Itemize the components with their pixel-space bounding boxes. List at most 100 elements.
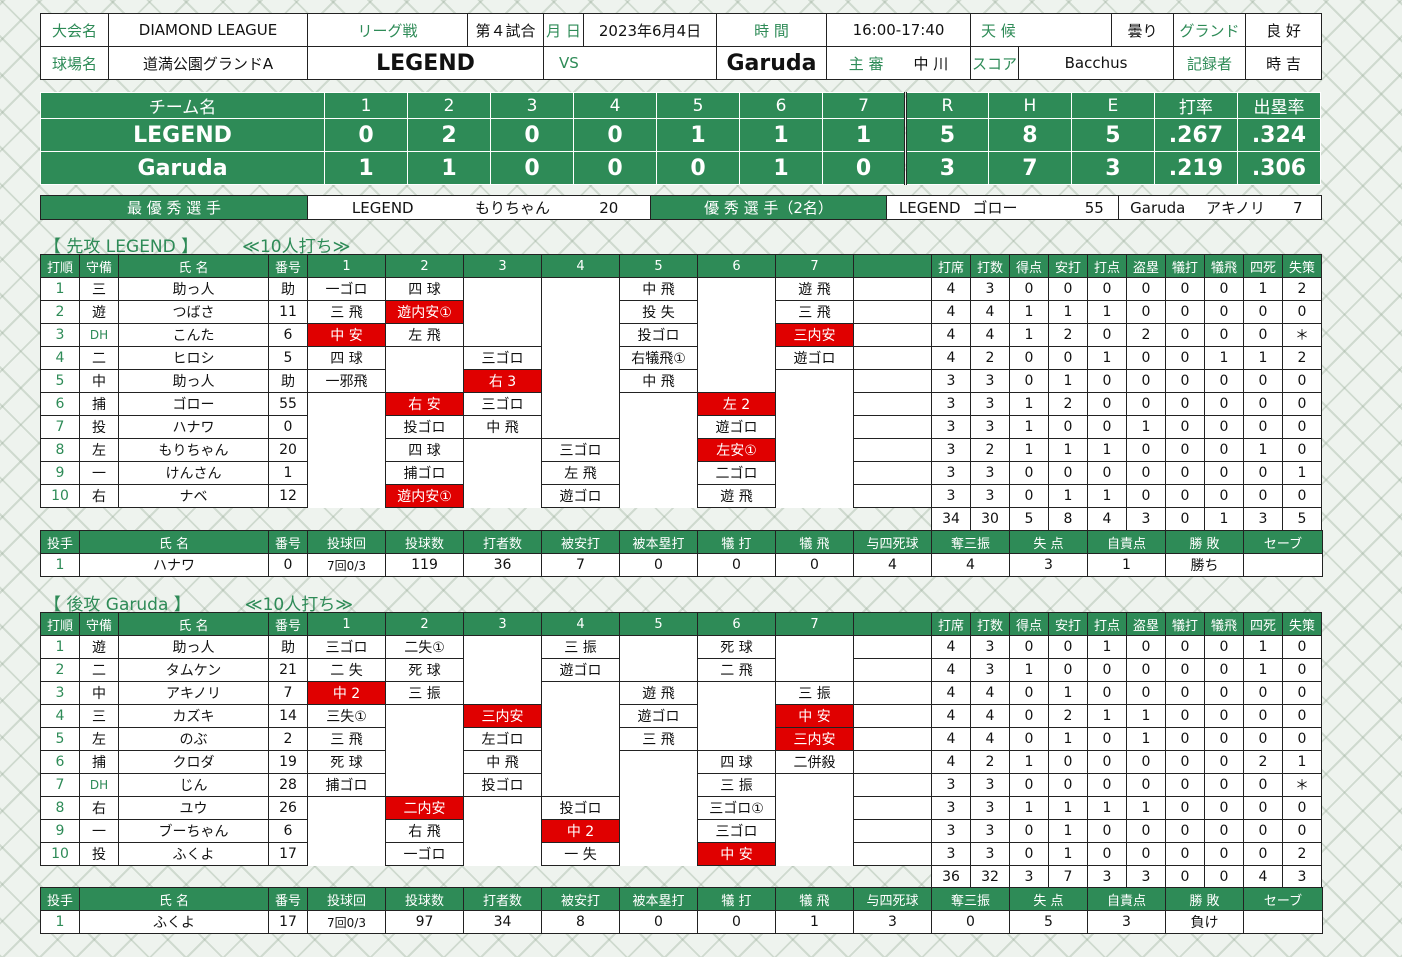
at-bat-cell: 三内安 [775, 323, 854, 347]
pitcher-stat: 36 [463, 553, 542, 577]
at-bat-cell [775, 658, 854, 682]
stat-pa: 4 [931, 346, 971, 370]
pitcher-stat: 3 [1009, 553, 1088, 577]
scoreboard-cell: 0 [324, 118, 409, 152]
stat-runs: 1 [1009, 796, 1049, 820]
game-time: 16:00-17:40 [826, 13, 971, 47]
batting-order: 10 [40, 484, 80, 508]
stat-hits: 1 [1048, 842, 1088, 866]
batting-order: 5 [40, 369, 80, 393]
stat-rbi: 1 [1087, 704, 1127, 728]
batter-number: 7 [268, 681, 308, 705]
batter-name: ブーちゃん [118, 819, 269, 843]
at-bat-cell: 捕ゴロ [385, 461, 464, 485]
umpire-cell: 主 審 中 川 [826, 46, 971, 80]
pitcher-row: 1 ハナワ 0 7回0/3 119 36 7 0 0 0 4 4 3 1 勝ち [40, 553, 1323, 577]
at-bat-cell [307, 842, 386, 866]
at-bat-cell [385, 750, 464, 774]
pitcher-stat: 97 [385, 910, 464, 934]
batter-position: 遊 [79, 635, 119, 659]
stat-ab: 4 [970, 323, 1010, 347]
scoreboard-cell: 0 [490, 118, 575, 152]
batting-order: 8 [40, 796, 80, 820]
good-player1-team: LEGEND [886, 195, 973, 220]
pitching-header: 犠 打 [697, 887, 776, 911]
at-bat-cell: 投ゴロ [385, 415, 464, 439]
batting-header: 四死 [1243, 612, 1283, 636]
stat-walks: 0 [1243, 323, 1283, 347]
stat-sac-bunt: 0 [1165, 704, 1205, 728]
batting-header: 盗塁 [1126, 254, 1166, 278]
stat-walks: 0 [1243, 392, 1283, 416]
batter-position: 捕 [79, 392, 119, 416]
batter-name: ナベ [118, 484, 269, 508]
batting-header: 打席 [931, 612, 971, 636]
scoreboard-row-legend: LEGEND 0 2 0 0 1 1 1 5 8 5 .267 .324 [39, 118, 1322, 152]
batter-position: 二 [79, 658, 119, 682]
at-bat-cell: 死 球 [385, 658, 464, 682]
batter-name: 助っ人 [118, 369, 269, 393]
best-player-number: 20 [567, 195, 651, 220]
at-bat-cell [385, 773, 464, 797]
at-bat-cell [697, 704, 776, 728]
stat-rbi: 0 [1087, 369, 1127, 393]
batter-row: 6 捕クロダ 19 死 球中 飛四 球二併殺 4 2 1 0 0 0 0 0 2 1 [40, 750, 1322, 774]
batter-position: 右 [79, 796, 119, 820]
at-bat-cell [541, 323, 620, 347]
team1-pitching-table: 投手氏 名番号 投球回 投球数 打者数 被安打 被本塁打犠 打犠 飛与四死球 奪三振失 点自… [40, 530, 1323, 577]
stat-sac-bunt: 0 [1165, 819, 1205, 843]
good-player2-name: アキノリ [1196, 195, 1275, 220]
pitcher-stat: 0 [619, 910, 698, 934]
stat-sb: 1 [1126, 704, 1166, 728]
stat-pa: 3 [931, 819, 971, 843]
batting-order: 4 [40, 346, 80, 370]
pitching-header: 失 点 [1009, 530, 1088, 554]
stat-walks: 0 [1243, 369, 1283, 393]
stat-sac-bunt: 0 [1165, 346, 1205, 370]
extra-inning-cell [853, 438, 932, 462]
batter-name: つばさ [118, 300, 269, 324]
stat-sac-fly: 0 [1204, 819, 1244, 843]
weather-value: 曇り [1111, 13, 1174, 47]
stat-sb: 0 [1126, 750, 1166, 774]
at-bat-cell: 中 飛 [463, 415, 542, 439]
stat-errors: 0 [1282, 415, 1322, 439]
at-bat-cell [307, 484, 386, 508]
at-bat-cell: 一邪飛 [307, 369, 386, 393]
at-bat-cell [619, 392, 698, 416]
stat-hits: 2 [1048, 323, 1088, 347]
stat-sac-bunt: 0 [1165, 635, 1205, 659]
mvp-table: 最 優 秀 選 手 LEGEND もりちゃん 20 優 秀 選 手（2名） LE… [40, 195, 1322, 220]
team1-title: 【 先攻 LEGEND 】 [44, 237, 199, 257]
stat-sb: 0 [1126, 635, 1166, 659]
at-bat-cell [619, 658, 698, 682]
at-bat-cell: 三ゴロ [541, 438, 620, 462]
at-bat-cell: 右 安 [385, 392, 464, 416]
at-bat-cell: 中 安 [307, 323, 386, 347]
at-bat-cell [697, 323, 776, 347]
stat-rbi: 0 [1087, 415, 1127, 439]
stat-sac-fly: 0 [1204, 658, 1244, 682]
at-bat-cell [463, 438, 542, 462]
at-bat-cell: 遊内安① [385, 300, 464, 324]
extra-inning-cell [853, 369, 932, 393]
pitcher-stat: 0 [775, 553, 854, 577]
at-bat-cell: 二失① [385, 635, 464, 659]
scoreboard-cell: 5 [904, 118, 989, 152]
at-bat-cell: 中 飛 [619, 277, 698, 301]
batting-header: 犠打 [1165, 612, 1205, 636]
at-bat-cell [307, 461, 386, 485]
batting-header: 5 [619, 612, 698, 636]
stat-rbi: 0 [1087, 819, 1127, 843]
at-bat-cell: 二 飛 [697, 658, 776, 682]
stat-sac-bunt: 0 [1165, 484, 1205, 508]
stat-sac-fly: 0 [1204, 750, 1244, 774]
stat-hits: 1 [1048, 681, 1088, 705]
pitcher-stat: 34 [463, 910, 542, 934]
batting-header: 番号 [268, 254, 308, 278]
at-bat-cell [775, 415, 854, 439]
at-bat-cell: 投ゴロ [463, 773, 542, 797]
batting-header: 2 [385, 254, 464, 278]
total-stat-ab: 32 [970, 865, 1010, 889]
batting-header-row: 打順 守備氏 名番号 1 2 3 4 5 6 7 打席 打数 得点 安打 打点 盗塁 犠打 犠飛 四死 失策 [40, 612, 1322, 636]
